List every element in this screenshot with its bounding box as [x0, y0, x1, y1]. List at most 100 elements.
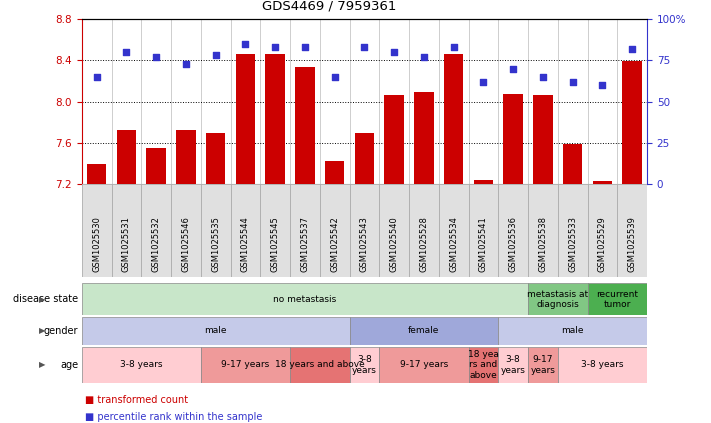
Bar — [528, 347, 557, 383]
Point — [626, 45, 638, 52]
Point — [538, 74, 549, 80]
Bar — [533, 95, 552, 184]
Bar — [112, 184, 141, 277]
Bar — [325, 161, 344, 184]
Text: GSM1025530: GSM1025530 — [92, 217, 101, 272]
Bar — [201, 184, 230, 277]
Bar — [498, 184, 528, 277]
Point — [418, 54, 429, 60]
Text: GSM1025531: GSM1025531 — [122, 217, 131, 272]
Text: GSM1025532: GSM1025532 — [151, 217, 161, 272]
Text: GSM1025544: GSM1025544 — [241, 217, 250, 272]
Bar — [290, 184, 320, 277]
Bar — [146, 148, 166, 184]
Bar — [260, 184, 290, 277]
Point — [240, 41, 251, 47]
Point — [121, 49, 132, 55]
Text: GSM1025539: GSM1025539 — [628, 217, 636, 272]
Text: 18 yea
rs and
above: 18 yea rs and above — [468, 350, 499, 380]
Bar — [563, 144, 582, 184]
Bar — [617, 184, 647, 277]
Text: 9-17 years: 9-17 years — [221, 360, 269, 369]
Bar — [469, 347, 498, 383]
Text: disease state: disease state — [13, 294, 78, 304]
Bar — [82, 184, 112, 277]
Bar — [528, 184, 557, 277]
Point — [567, 78, 578, 85]
Point — [269, 44, 281, 50]
Bar — [503, 94, 523, 184]
Text: GSM1025536: GSM1025536 — [508, 217, 518, 272]
Point — [151, 54, 162, 60]
Bar — [87, 165, 107, 184]
Point — [299, 44, 311, 50]
Text: GSM1025545: GSM1025545 — [271, 217, 279, 272]
Bar — [498, 317, 647, 345]
Bar — [415, 92, 434, 184]
Text: GSM1025528: GSM1025528 — [419, 217, 429, 272]
Text: GSM1025542: GSM1025542 — [330, 217, 339, 272]
Text: GSM1025529: GSM1025529 — [598, 217, 607, 272]
Bar — [385, 95, 404, 184]
Text: GSM1025546: GSM1025546 — [181, 217, 191, 272]
Bar — [439, 184, 469, 277]
Bar — [236, 54, 255, 184]
Bar — [82, 317, 350, 345]
Bar — [350, 347, 379, 383]
Bar — [474, 180, 493, 184]
Bar — [82, 283, 528, 315]
Text: 9-17
years: 9-17 years — [530, 355, 555, 374]
Point — [91, 74, 102, 80]
Text: GSM1025533: GSM1025533 — [568, 217, 577, 272]
Text: 18 years and above: 18 years and above — [275, 360, 365, 369]
Text: GSM1025537: GSM1025537 — [300, 217, 309, 272]
Text: ▶: ▶ — [39, 360, 46, 369]
Text: recurrent
tumor: recurrent tumor — [597, 290, 638, 309]
Bar — [295, 68, 314, 184]
Bar — [469, 184, 498, 277]
Bar — [201, 347, 290, 383]
Text: 3-8 years: 3-8 years — [581, 360, 624, 369]
Bar — [117, 130, 136, 184]
Bar — [593, 181, 612, 184]
Text: ▶: ▶ — [39, 327, 46, 335]
Text: gender: gender — [43, 326, 78, 336]
Text: 9-17 years: 9-17 years — [400, 360, 448, 369]
Bar — [230, 184, 260, 277]
Text: 3-8 years: 3-8 years — [120, 360, 163, 369]
Bar — [171, 184, 201, 277]
Text: 3-8
years: 3-8 years — [501, 355, 525, 374]
Text: 3-8
years: 3-8 years — [352, 355, 377, 374]
Bar — [557, 184, 587, 277]
Bar — [444, 54, 464, 184]
Bar — [290, 347, 350, 383]
Text: GSM1025535: GSM1025535 — [211, 217, 220, 272]
Text: GSM1025541: GSM1025541 — [479, 217, 488, 272]
Point — [180, 60, 191, 67]
Text: male: male — [562, 327, 584, 335]
Bar — [350, 317, 498, 345]
Text: GDS4469 / 7959361: GDS4469 / 7959361 — [262, 0, 396, 13]
Point — [329, 74, 341, 80]
Bar — [528, 283, 587, 315]
Bar — [176, 130, 196, 184]
Bar — [265, 54, 285, 184]
Text: female: female — [408, 327, 439, 335]
Point — [478, 78, 489, 85]
Bar — [355, 134, 374, 184]
Point — [358, 44, 370, 50]
Bar — [379, 347, 469, 383]
Point — [448, 44, 459, 50]
Bar — [141, 184, 171, 277]
Text: no metastasis: no metastasis — [273, 295, 336, 304]
Point — [388, 49, 400, 55]
Bar — [587, 184, 617, 277]
Bar — [350, 184, 379, 277]
Bar — [379, 184, 409, 277]
Bar — [320, 184, 350, 277]
Text: male: male — [204, 327, 227, 335]
Text: GSM1025534: GSM1025534 — [449, 217, 458, 272]
Text: GSM1025538: GSM1025538 — [538, 217, 547, 272]
Text: ▶: ▶ — [39, 295, 46, 304]
Bar — [206, 134, 225, 184]
